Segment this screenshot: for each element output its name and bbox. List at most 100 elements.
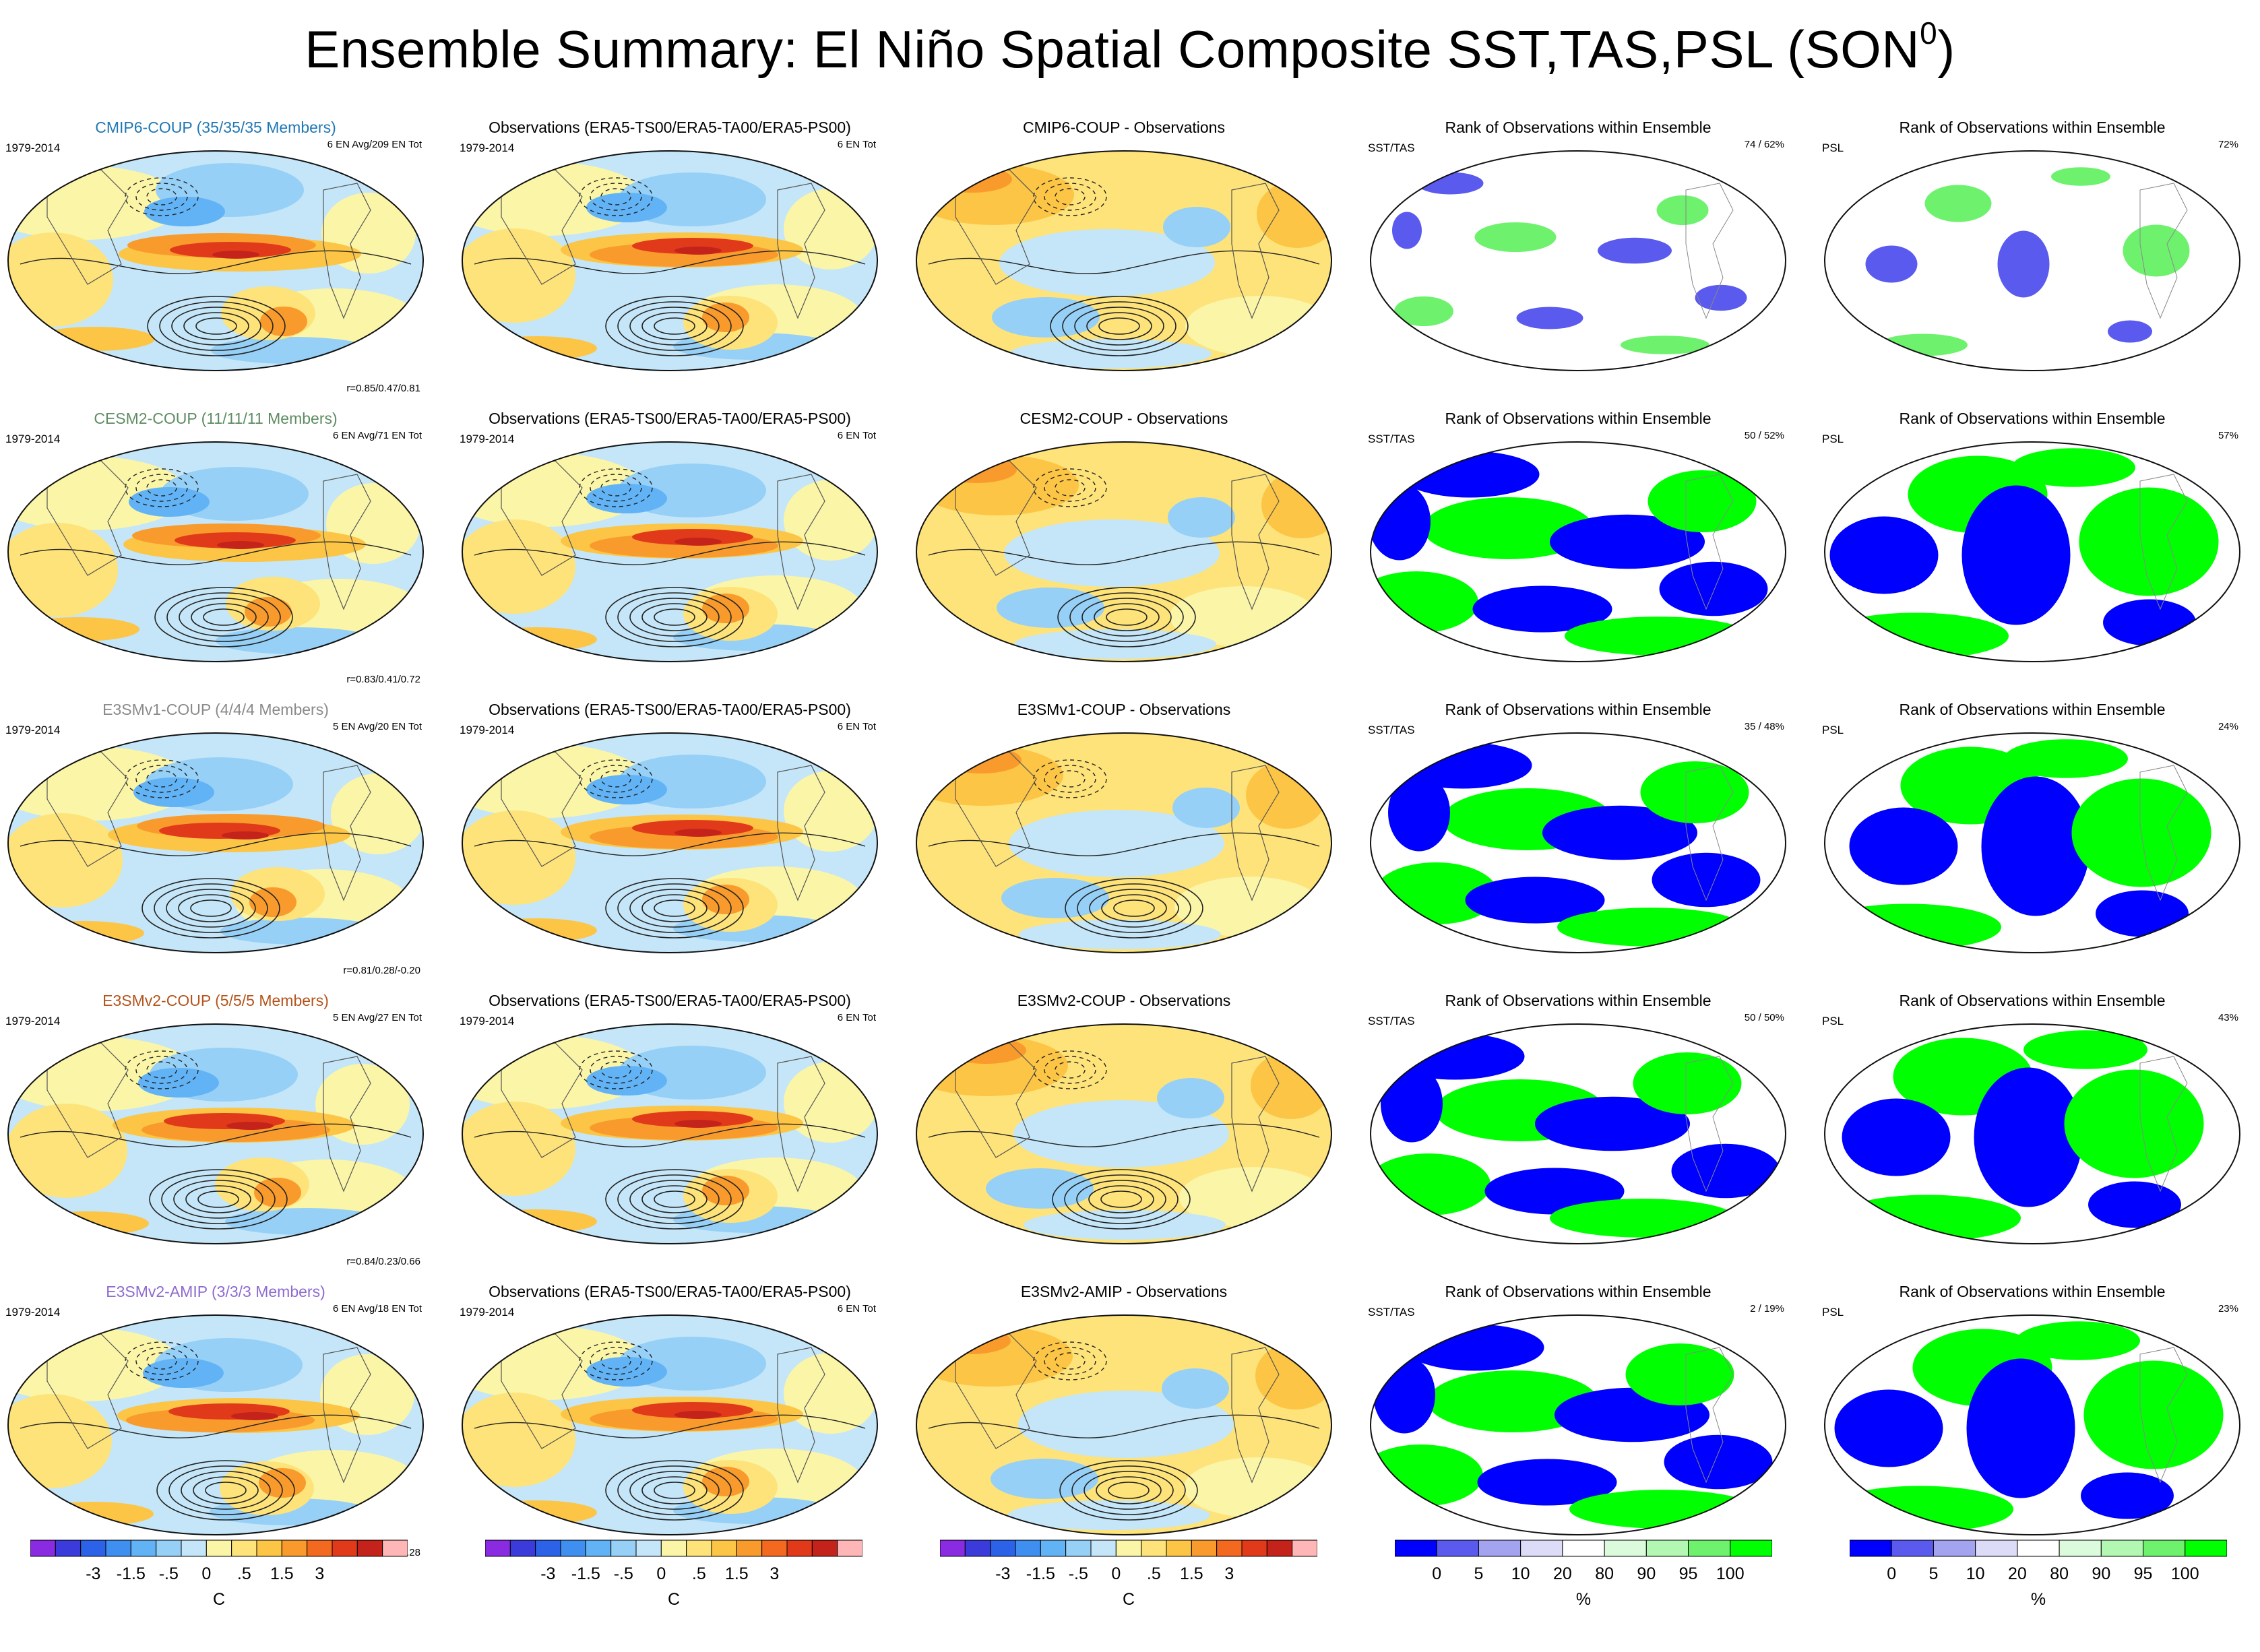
coastline <box>323 474 371 610</box>
panel-title: Rank of Observations within Ensemble <box>1445 119 1712 136</box>
psl-contour-negative <box>1055 188 1086 205</box>
map-panel: Rank of Observations within Ensemble SST/… <box>1362 410 1794 701</box>
panel-subtitle-right: 6 EN Tot <box>837 721 876 732</box>
psl-contour-negative <box>579 1050 653 1089</box>
coastline <box>323 1347 371 1484</box>
panel-title: E3SMv2-COUP - Observations <box>1017 992 1231 1009</box>
globe-outline <box>1824 1314 2240 1535</box>
coastline <box>1231 183 1280 319</box>
map-panel: CMIP6-COUP - Observations <box>908 119 1340 410</box>
anomaly-region <box>586 1357 667 1387</box>
colorbar-swatch <box>105 1539 131 1557</box>
rank-region <box>2083 1360 2224 1469</box>
anomaly-region <box>784 771 877 852</box>
colorbar-swatch <box>761 1539 788 1557</box>
pattern-correlation: r=0.84/0.23/0.66 <box>346 1256 420 1267</box>
anomaly-region <box>129 487 210 517</box>
psl-contour <box>178 894 244 922</box>
anomaly-region <box>222 831 269 839</box>
psl-contour <box>185 1185 251 1213</box>
anomaly-region <box>945 1332 979 1345</box>
psl-contour-negative <box>146 479 177 497</box>
panel-title: Rank of Observations within Ensemble <box>1899 410 2166 427</box>
colorbar-tick-label: -1.5 <box>571 1564 600 1583</box>
rank-region <box>1474 222 1557 252</box>
psl-contour-negative <box>146 1352 177 1370</box>
globe-map <box>916 441 1332 662</box>
psl-contour-zero <box>20 832 412 856</box>
globe-map <box>7 1023 424 1244</box>
psl-contour <box>166 889 256 928</box>
colorbar-tick-label: -.5 <box>613 1564 633 1583</box>
psl-contour <box>197 1190 239 1208</box>
anomaly-region <box>632 1111 753 1127</box>
colorbar-tick-label: .5 <box>691 1564 706 1583</box>
anomaly-region <box>1009 339 1212 369</box>
anomaly-region <box>249 887 296 917</box>
colorbar-tick-label: 0 <box>656 1564 666 1583</box>
rank-region <box>2004 739 2128 778</box>
psl-contour-negative <box>135 765 188 793</box>
colorbar-swatch <box>1645 1539 1689 1557</box>
anomaly-region <box>462 1393 575 1487</box>
panel-title: Observations (ERA5-TS00/ERA5-TA00/ERA5-P… <box>489 410 851 427</box>
colorbar-tick-label: -.5 <box>158 1564 179 1583</box>
globe-map <box>916 150 1332 371</box>
map-panel: Rank of Observations within Ensemble PSL 2… <box>1817 1283 2248 1574</box>
map-panel: E3SMv2-COUP - Observations <box>908 992 1340 1283</box>
psl-contour <box>654 608 695 626</box>
anomaly-region <box>217 541 264 549</box>
colorbar-tick-label: 95 <box>1678 1564 1698 1583</box>
psl-contour <box>1062 301 1176 351</box>
anomaly-region <box>476 918 597 943</box>
psl-contour <box>205 1482 247 1499</box>
psl-contour <box>1069 592 1184 642</box>
map-panel: Rank of Observations within Ensemble SST/… <box>1362 1283 1794 1574</box>
coastline <box>1231 765 1280 901</box>
psl-contour <box>1098 317 1140 335</box>
rank-region <box>1598 237 1672 264</box>
panel-subtitle-left: SST/TAS <box>1368 1015 1415 1027</box>
psl-contour <box>1086 312 1152 340</box>
coastline <box>777 474 825 610</box>
panel-subtitle-right: 72% <box>2218 139 2238 150</box>
psl-contour <box>203 608 245 626</box>
psl-contour <box>159 301 274 351</box>
psl-contour-zero <box>474 1123 866 1147</box>
colorbar-swatch <box>1436 1539 1479 1557</box>
colorbar-swatch <box>786 1539 813 1557</box>
coastline <box>955 1333 1037 1449</box>
anomaly-region <box>231 1412 278 1420</box>
coastline <box>2139 765 2188 901</box>
anomaly-region <box>586 775 667 804</box>
psl-contour <box>171 307 261 346</box>
psl-contour-negative <box>1044 183 1096 211</box>
globe-outline <box>7 1023 424 1244</box>
anomaly-region <box>674 538 722 546</box>
anomaly-region <box>1024 1210 1226 1240</box>
psl-contour <box>190 899 232 917</box>
anomaly-region <box>18 617 139 641</box>
psl-contour <box>1074 307 1164 346</box>
rank-region <box>2079 487 2219 596</box>
anomaly-region <box>143 1358 224 1388</box>
colorbar-swatch <box>964 1539 991 1557</box>
map-panel: Observations (ERA5-TS00/ERA5-TA00/ERA5-P… <box>454 1283 885 1574</box>
panel-subtitle-left: 1979-2014 <box>5 433 61 445</box>
colorbar-tick-label: 1.5 <box>270 1564 294 1583</box>
anomaly-region <box>632 529 753 545</box>
psl-contour-negative <box>1055 479 1086 497</box>
psl-contour-negative <box>590 765 642 793</box>
psl-contour <box>654 1190 695 1208</box>
anomaly-region <box>28 1211 149 1236</box>
psl-contour <box>1077 883 1191 933</box>
colorbar-swatch <box>1065 1539 1092 1557</box>
colorbar-swatches <box>30 1539 408 1557</box>
psl-contour <box>641 312 708 340</box>
anomaly-region <box>999 229 1215 296</box>
colorbar: -3 -1.5 -.5 0 .5 1.5 3 C <box>940 1539 1317 1626</box>
anomaly-region <box>784 1353 877 1434</box>
rank-region <box>1974 1067 2083 1207</box>
anomaly-region <box>34 327 155 351</box>
rank-region <box>1695 284 1747 311</box>
